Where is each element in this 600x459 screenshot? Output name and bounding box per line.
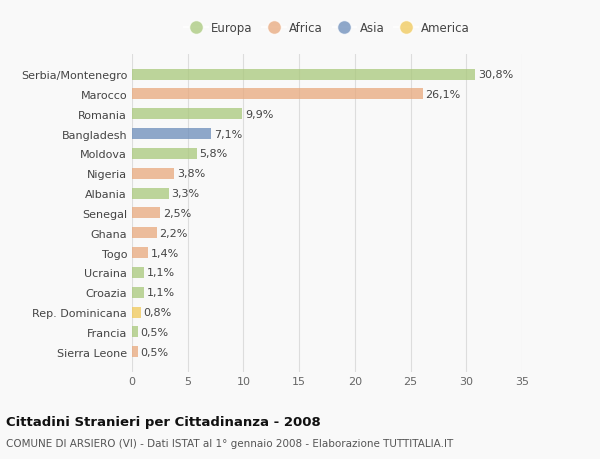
- Text: 1,1%: 1,1%: [147, 288, 175, 297]
- Bar: [132, 149, 197, 160]
- Text: 1,1%: 1,1%: [147, 268, 175, 278]
- Bar: [132, 347, 137, 358]
- Text: 3,8%: 3,8%: [177, 169, 205, 179]
- Text: Cittadini Stranieri per Cittadinanza - 2008: Cittadini Stranieri per Cittadinanza - 2…: [6, 415, 321, 428]
- Bar: [132, 168, 175, 179]
- Bar: [132, 89, 423, 100]
- Text: 0,5%: 0,5%: [140, 327, 169, 337]
- Text: COMUNE DI ARSIERO (VI) - Dati ISTAT al 1° gennaio 2008 - Elaborazione TUTTITALIA: COMUNE DI ARSIERO (VI) - Dati ISTAT al 1…: [6, 438, 453, 448]
- Bar: [132, 69, 475, 80]
- Bar: [132, 109, 242, 120]
- Text: 7,1%: 7,1%: [214, 129, 242, 139]
- Text: 5,8%: 5,8%: [199, 149, 227, 159]
- Bar: [132, 247, 148, 258]
- Text: 3,3%: 3,3%: [172, 189, 200, 199]
- Legend: Europa, Africa, Asia, America: Europa, Africa, Asia, America: [182, 20, 472, 38]
- Bar: [132, 287, 144, 298]
- Text: 0,5%: 0,5%: [140, 347, 169, 357]
- Bar: [132, 188, 169, 199]
- Bar: [132, 267, 144, 278]
- Text: 9,9%: 9,9%: [245, 110, 274, 119]
- Text: 2,2%: 2,2%: [160, 228, 188, 238]
- Bar: [132, 129, 211, 140]
- Text: 0,8%: 0,8%: [144, 308, 172, 317]
- Bar: [132, 228, 157, 239]
- Text: 30,8%: 30,8%: [478, 70, 513, 80]
- Text: 2,5%: 2,5%: [163, 208, 191, 218]
- Bar: [132, 208, 160, 219]
- Bar: [132, 307, 141, 318]
- Text: 26,1%: 26,1%: [425, 90, 461, 100]
- Bar: [132, 327, 137, 338]
- Text: 1,4%: 1,4%: [151, 248, 179, 258]
